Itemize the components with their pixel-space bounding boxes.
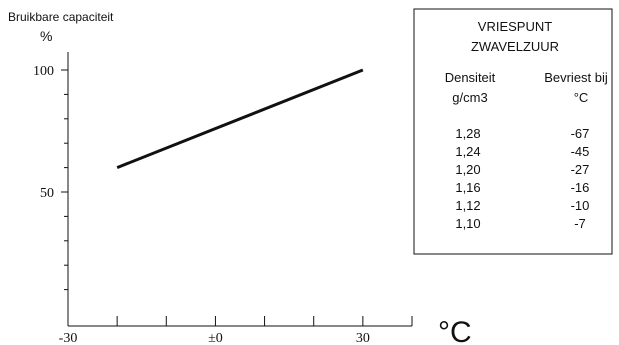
x-axis-ticks — [116, 316, 413, 326]
x-tick-label-zero: ±0 — [208, 331, 223, 345]
y-axis-unit: % — [40, 28, 52, 44]
table-freeze-cell: -10 — [571, 198, 590, 213]
y-tick-label-50: 50 — [40, 186, 54, 201]
table-rows: 1,28 -67 1,24 -45 1,20 -27 1,16 -16 1,12 -10 1,10 -… — [455, 126, 589, 231]
table-density-cell: 1,16 — [455, 180, 480, 195]
x-tick-label-minus30: -30 — [59, 331, 78, 345]
freezing-point-table-box — [413, 8, 613, 255]
x-tick-label-30: 30 — [356, 331, 370, 345]
table-freeze-cell: -45 — [571, 144, 590, 159]
table-col1-unit: g/cm3 — [452, 90, 487, 105]
table-title-line1: VRIESPUNT — [478, 19, 552, 34]
table-col2-unit: °C — [574, 90, 589, 105]
y-tick-label-100: 100 — [33, 64, 54, 79]
table-freeze-cell: -27 — [571, 162, 590, 177]
table-density-cell: 1,24 — [455, 144, 480, 159]
table-freeze-cell: -67 — [571, 126, 590, 141]
table-density-cell: 1,10 — [455, 216, 480, 231]
table-col1-header: Densiteit — [445, 70, 496, 85]
table-title-line2: ZWAVELZUUR — [471, 39, 559, 54]
table-col2-header: Bevriest bij — [544, 70, 608, 85]
y-axis-minor-ticks — [64, 93, 68, 291]
table-density-cell: 1,12 — [455, 198, 480, 213]
capacity-series-line — [116, 68, 364, 169]
table-density-cell: 1,20 — [455, 162, 480, 177]
x-axis-unit: °C — [438, 316, 472, 345]
table-freeze-cell: -16 — [571, 180, 590, 195]
table-density-cell: 1,28 — [455, 126, 480, 141]
y-axis-label: Bruikbare capaciteit — [8, 10, 114, 24]
table-freeze-cell: -7 — [574, 216, 586, 231]
